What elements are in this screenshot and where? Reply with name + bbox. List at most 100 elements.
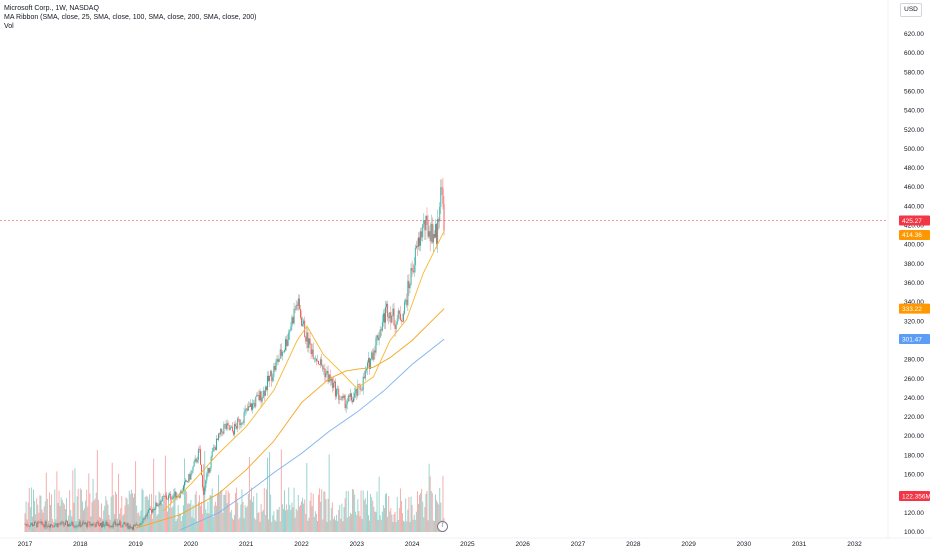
- price-tick-label: 360.00: [904, 280, 924, 287]
- candle-body: [228, 425, 230, 430]
- candle-body: [34, 521, 36, 526]
- volume-bar: [89, 493, 91, 532]
- time-tick-label: 2025: [460, 541, 475, 548]
- candle-body: [327, 370, 329, 382]
- candle-body: [441, 187, 443, 189]
- volume-bar: [59, 505, 61, 532]
- candle-body: [307, 332, 309, 348]
- candle-body: [224, 424, 226, 425]
- volume-label[interactable]: Vol: [4, 23, 14, 30]
- volume-bar: [254, 518, 256, 532]
- volume-bar: [172, 506, 174, 532]
- price-tick-label: 440.00: [904, 203, 924, 210]
- price-tick-label: 560.00: [904, 88, 924, 95]
- candle-body: [422, 224, 424, 238]
- candle-body: [165, 496, 167, 499]
- volume-bar: [60, 497, 62, 532]
- price-tag-volume: [899, 491, 930, 501]
- candle-body: [322, 365, 324, 370]
- candle-body: [254, 403, 256, 407]
- volume-bar: [55, 519, 57, 532]
- candle-body: [364, 370, 366, 379]
- volume-bar: [209, 495, 211, 532]
- candle-body: [427, 220, 429, 237]
- candle-body: [390, 312, 392, 323]
- candle-body: [95, 522, 97, 527]
- volume-bar: [62, 502, 64, 532]
- time-axis[interactable]: 2017 2018 2019 2020 2021 2022 2023 2024 2025 2026…: [0, 537, 932, 548]
- price-axis[interactable]: 620.00 600.00 580.00 560.00 540.00 520.00 500.…: [887, 0, 924, 538]
- volume-bar: [313, 516, 315, 532]
- candle-body: [424, 220, 426, 231]
- candle-body: [369, 358, 371, 370]
- volume-bar: [314, 511, 316, 532]
- currency-button[interactable]: USD: [900, 3, 922, 17]
- volume-bar: [268, 519, 269, 532]
- events-flag-icon[interactable]: f: [437, 521, 448, 532]
- candle-body: [443, 203, 445, 231]
- candle-body: [35, 521, 37, 523]
- volume-bar: [247, 493, 249, 532]
- volume-bar: [433, 520, 435, 532]
- volume-bar: [355, 511, 357, 532]
- volume-bar: [63, 504, 65, 532]
- price-tick-label: 280.00: [904, 357, 924, 364]
- volume-bar: [348, 516, 350, 532]
- ma-ribbon-label[interactable]: MA Ribbon (SMA, close, 25, SMA, close, 1…: [4, 14, 257, 21]
- candle-body: [51, 524, 53, 526]
- candle-body: [69, 524, 71, 526]
- volume-bar: [263, 488, 265, 532]
- volume-bar: [246, 506, 248, 532]
- price-tag-ma25: [899, 229, 930, 240]
- candle-body: [296, 304, 298, 306]
- candle-body: [320, 359, 322, 365]
- candle-body: [404, 301, 406, 314]
- candle-body: [298, 298, 300, 310]
- candle-body: [174, 491, 176, 496]
- volume-bar: [212, 516, 214, 532]
- volume-bar: [331, 502, 333, 532]
- volume-bar: [112, 495, 114, 532]
- volume-bar: [201, 501, 202, 532]
- volume-bar: [265, 489, 267, 532]
- candle-body: [52, 525, 54, 527]
- volume-bar: [270, 494, 272, 532]
- candle-body: [71, 521, 73, 525]
- price-tick-label: 340.00: [904, 299, 924, 306]
- volume-bar: [85, 500, 87, 532]
- volume-bar: [389, 511, 391, 532]
- price-tick-label: 100.00: [904, 529, 924, 536]
- candle-body: [273, 365, 275, 377]
- candle-body: [348, 395, 350, 397]
- volume-bar: [354, 494, 356, 532]
- candle-body: [281, 352, 283, 356]
- volume-bar: [84, 508, 86, 532]
- volume-bar: [236, 487, 238, 532]
- candle-body: [142, 518, 144, 523]
- volume-bar: [324, 491, 326, 532]
- volume-bar: [39, 495, 41, 532]
- volume-bar: [163, 499, 165, 532]
- candle-body: [203, 487, 205, 495]
- volume-bar: [245, 507, 247, 532]
- candle-body: [118, 523, 120, 526]
- volume-bar: [51, 494, 53, 532]
- volume-bar: [438, 504, 440, 532]
- volume-bar: [379, 515, 381, 532]
- candle-body: [24, 524, 26, 525]
- volume-bar: [409, 521, 411, 532]
- candle-body: [134, 525, 135, 526]
- symbol-title[interactable]: Microsoft Corp., 1W, NASDAQ: [4, 5, 99, 12]
- volume-bar: [336, 514, 338, 532]
- candle-body: [361, 389, 363, 391]
- volume-bar: [408, 496, 410, 532]
- volume-bar: [339, 504, 341, 532]
- volume-bar: [196, 521, 198, 532]
- candle-body: [196, 459, 198, 462]
- candle-body: [97, 522, 99, 526]
- candle-body: [102, 521, 104, 528]
- candle-body: [431, 223, 433, 243]
- volume-bar: [396, 496, 398, 532]
- time-tick-label: 2019: [128, 541, 143, 548]
